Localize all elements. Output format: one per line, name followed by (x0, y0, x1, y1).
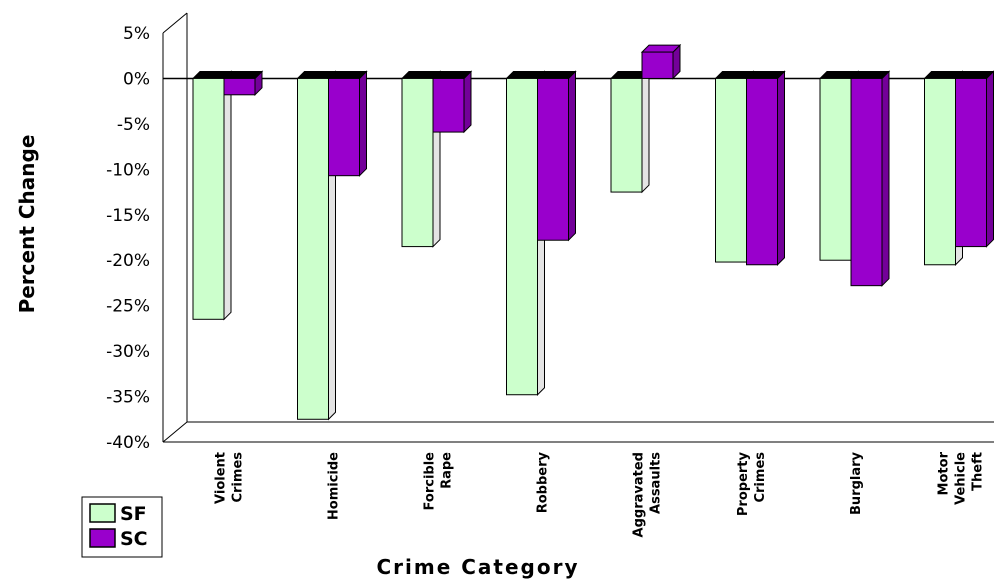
bar-sc-5 (745, 70, 786, 266)
category-label: Crimes (231, 452, 246, 503)
bar-top-face (431, 70, 473, 79)
bar-front-face (715, 77, 747, 263)
y-tick-label: -30% (106, 342, 150, 362)
bar-top-face (536, 70, 577, 79)
category-label: Assaults (649, 452, 664, 514)
bar-front-face (610, 77, 643, 193)
category-label: Violent (214, 452, 229, 504)
bar-sc-6 (849, 70, 891, 287)
bar-front-face (297, 77, 329, 420)
y-tick-label: -15% (106, 206, 150, 226)
bar-top-face (745, 70, 786, 79)
bar-front-face (506, 77, 538, 396)
y-tick-label: 5% (123, 24, 150, 44)
y-tick-label: 0% (123, 69, 150, 89)
category-label: Burglary (849, 451, 864, 515)
category-label: Forcible (423, 452, 438, 511)
bars (191, 43, 994, 421)
category-label: Robbery (536, 451, 551, 513)
bar-front-face (401, 77, 434, 248)
bar-sc-4 (640, 43, 682, 80)
bar-front-face (192, 77, 225, 320)
bar-front-face (328, 77, 360, 177)
y-tick-label: -5% (117, 115, 150, 135)
category-labels: Violent Crimes Homicide Forcible Rape Robbery… (214, 451, 986, 537)
bar-sc-7 (954, 70, 994, 248)
bar-front-face (223, 77, 256, 96)
bar-top-face (327, 70, 368, 79)
bar-front-face (432, 77, 465, 133)
bar-front-face (955, 77, 987, 248)
bar-front-face (746, 77, 778, 266)
bar-sf-2 (400, 70, 442, 248)
category-label: Property (736, 451, 751, 516)
bar-top-face (640, 44, 682, 53)
legend-swatch-sf (89, 503, 116, 523)
bar-front-face (819, 77, 852, 261)
bar-sc-1 (327, 70, 368, 177)
bar-sf-0 (191, 70, 233, 321)
category-label: Rape (440, 452, 455, 489)
bar-side-face (568, 70, 576, 242)
bar-side-face (641, 70, 650, 194)
y-tick-label: -40% (106, 433, 150, 453)
category-label: Crimes (753, 452, 768, 503)
bar-top-face (849, 70, 891, 79)
y-tick-label: -35% (106, 388, 150, 408)
y-tick-labels: 5% 0% -5% -10% -15% -20% -25% -30% -35% -40% (106, 24, 150, 453)
legend: SF SC (81, 496, 163, 558)
bar-side-face (359, 70, 367, 177)
legend-label-sc: SC (120, 528, 148, 550)
bar-side-face (223, 70, 232, 321)
bar-side-face (777, 70, 785, 266)
bar-top-face (954, 70, 994, 79)
y-axis-title: Percent Change (15, 135, 39, 314)
bar-front-face (924, 77, 956, 266)
frame-edge-top (162, 12, 188, 34)
y-tick-label: -25% (106, 297, 150, 317)
category-label: Theft (971, 452, 986, 491)
bar-side-face (463, 70, 472, 134)
bar-side-face (986, 70, 994, 248)
category-label: Motor (937, 451, 952, 495)
bar-sf-4 (609, 70, 651, 194)
bar-front-face (850, 77, 883, 287)
bar-top-face (222, 70, 264, 79)
bar-front-face (641, 51, 674, 79)
frame-floor-diagonal (162, 421, 188, 443)
x-axis-title: Crime Category (376, 555, 579, 579)
bar-sc-0 (222, 70, 264, 97)
bar-sc-3 (536, 70, 577, 242)
bar-side-face (881, 70, 890, 287)
y-tick-label: -20% (106, 251, 150, 271)
legend-label-sf: SF (120, 503, 147, 525)
legend-swatch-sc (89, 528, 116, 548)
bar-sf-3 (505, 70, 546, 396)
category-label: Homicide (327, 452, 342, 520)
category-label: Vehicle (954, 452, 969, 505)
bar-sc-2 (431, 70, 473, 134)
bar-front-face (537, 77, 569, 241)
y-tick-label: -10% (106, 160, 150, 180)
category-label: Aggravated (632, 452, 647, 537)
